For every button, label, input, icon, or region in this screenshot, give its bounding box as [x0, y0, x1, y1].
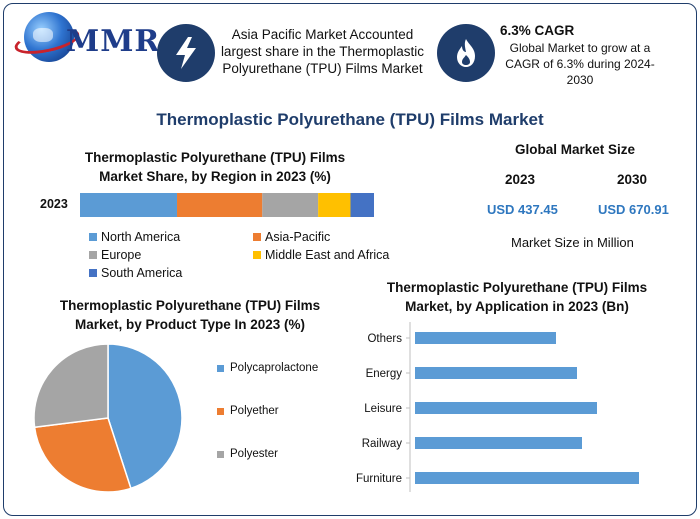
- legend-label: Polycaprolactone: [230, 362, 319, 374]
- tick-label-energy: Energy: [366, 368, 403, 380]
- product-pie-chart: [33, 343, 183, 493]
- application-chart-title: Thermoplastic Polyurethane (TPU) Films M…: [386, 280, 648, 314]
- region-category-label: 2023: [40, 197, 68, 211]
- legend-swatch: [89, 269, 97, 277]
- pie-slice-polyether: [33, 417, 132, 493]
- legend-swatch: [253, 233, 261, 241]
- bar-railway: [415, 437, 582, 449]
- legend-label: Polyester: [230, 448, 278, 460]
- tick-label-railway: Railway: [362, 438, 403, 450]
- bar-segment-north-america: [80, 193, 178, 217]
- pie-slice-polycaprolactone: [107, 343, 183, 490]
- main-title: Thermoplastic Polyurethane (TPU) Films M…: [156, 110, 544, 129]
- legend-swatch: [89, 233, 97, 241]
- legend-swatch: [89, 251, 97, 259]
- bar-furniture: [415, 472, 639, 484]
- market-size-title: Global Market Size: [514, 142, 636, 157]
- product-chart-title: Thermoplastic Polyurethane (TPU) Films M…: [59, 298, 321, 332]
- legend-label: South America: [101, 266, 183, 280]
- legend-label: Asia-Pacific: [265, 230, 331, 244]
- cagr-text: Global Market to grow at a CAGR of 6.3% …: [505, 41, 655, 87]
- region-chart-title: Thermoplastic Polyurethane (TPU) Films M…: [84, 150, 346, 184]
- flame-icon: [437, 24, 495, 82]
- bar-segment-europe: [262, 193, 319, 217]
- legend-swatch: [217, 407, 224, 415]
- header-apac-text: Asia Pacific Market Accounted largest sh…: [220, 27, 425, 76]
- legend-swatch: [253, 251, 261, 259]
- application-bar-chart: Others Energy Leisure Railway Furniture: [356, 322, 639, 492]
- pie-legend-polyester: Polyester: [217, 448, 278, 460]
- legend-north-america: North America: [89, 230, 180, 244]
- tick-label-leisure: Leisure: [364, 403, 402, 415]
- legend-label: Europe: [101, 248, 142, 262]
- pie-legend-polyether: Polyether: [217, 405, 279, 417]
- market-year-2030: 2030: [617, 172, 648, 187]
- bar-segment-middle-east-and-africa: [318, 193, 351, 217]
- tick-label-furniture: Furniture: [356, 473, 402, 485]
- legend-swatch: [217, 450, 224, 458]
- region-stacked-bar: [80, 193, 374, 217]
- bar-segment-asia-pacific: [177, 193, 263, 217]
- tick-label-others: Others: [367, 333, 402, 345]
- legend-middle-east-africa: Middle East and Africa: [253, 248, 389, 262]
- legend-asia-pacific: Asia-Pacific: [253, 230, 330, 244]
- market-year-2023: 2023: [505, 172, 536, 187]
- cagr-title: 6.3% CAGR: [500, 23, 575, 38]
- bar-leisure: [415, 402, 597, 414]
- legend-swatch: [217, 364, 224, 372]
- legend-label: Polyether: [230, 405, 279, 417]
- legend-label: Middle East and Africa: [265, 248, 390, 262]
- market-value-2023: USD 437.45: [487, 202, 558, 217]
- globe-icon: [24, 12, 74, 62]
- bar-others: [415, 332, 556, 344]
- bar-segment-south-america: [350, 193, 374, 217]
- pie-slice-polyester: [33, 343, 109, 429]
- market-unit-note: Market Size in Million: [511, 235, 634, 250]
- market-value-2030: USD 670.91: [598, 202, 669, 217]
- legend-label: North America: [101, 230, 181, 244]
- bar-energy: [415, 367, 577, 379]
- lightning-icon: [157, 24, 215, 82]
- infographic-frame: [3, 3, 697, 516]
- pie-legend-polycaprolactone: Polycaprolactone: [217, 362, 318, 374]
- logo-text: MMR: [66, 24, 161, 59]
- legend-europe: Europe: [89, 248, 141, 262]
- legend-south-america: South America: [89, 266, 182, 280]
